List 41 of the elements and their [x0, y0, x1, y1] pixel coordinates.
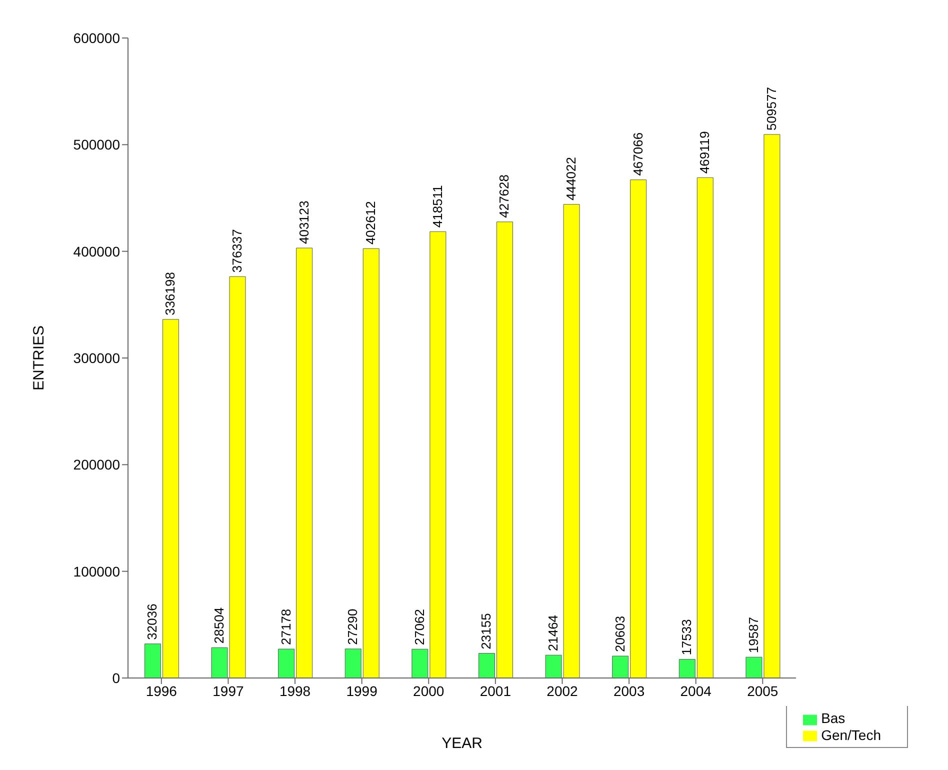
y-tick-label: 400000 [73, 243, 120, 260]
data-label: 469119 [697, 131, 712, 174]
x-tick-label: 1996 [146, 682, 178, 699]
y-tick-label: 300000 [73, 350, 120, 366]
data-label: 336198 [162, 272, 178, 316]
data-label: 19587 [746, 616, 761, 654]
x-tick-label: 1998 [279, 682, 311, 699]
data-label: 17533 [679, 619, 694, 656]
legend-label: Gen/Tech [821, 726, 881, 743]
data-label: 23155 [478, 613, 494, 650]
data-label: 27290 [345, 608, 360, 645]
x-tick-label: 2004 [680, 682, 712, 699]
data-label: 376337 [230, 229, 245, 273]
data-label: 444022 [564, 156, 579, 200]
y-tick-label: 500000 [73, 136, 120, 153]
data-label: 28504 [212, 607, 227, 644]
data-label: 403123 [296, 200, 312, 244]
x-tick-label: 1999 [346, 682, 378, 699]
x-tick-label: 2002 [546, 682, 578, 699]
x-axis-title: YEAR [442, 735, 483, 752]
data-label: 27062 [412, 608, 427, 646]
data-label: 20603 [612, 616, 628, 652]
data-label: 27178 [278, 608, 294, 646]
data-label: 32036 [144, 604, 160, 640]
data-label: 418511 [430, 185, 445, 228]
x-tick-label: 1997 [212, 682, 244, 699]
y-tick-label: 600000 [73, 30, 120, 46]
x-tick-label: 2000 [413, 682, 444, 699]
data-label: 427628 [496, 174, 512, 218]
x-tick-label: 2001 [480, 682, 512, 699]
x-tick-label: 2003 [613, 682, 645, 699]
data-label: 467066 [630, 132, 646, 176]
data-label: 21464 [546, 614, 561, 652]
data-label: 509577 [764, 87, 779, 130]
x-tick-label: 2005 [747, 682, 778, 699]
y-axis-title: ENTRIES [30, 325, 48, 391]
legend-label: Bas [821, 710, 846, 726]
y-tick-label: 200000 [73, 456, 120, 473]
data-label: 402612 [363, 201, 378, 245]
y-tick-label: 100000 [73, 563, 120, 580]
y-tick-label: 0 [112, 670, 120, 686]
